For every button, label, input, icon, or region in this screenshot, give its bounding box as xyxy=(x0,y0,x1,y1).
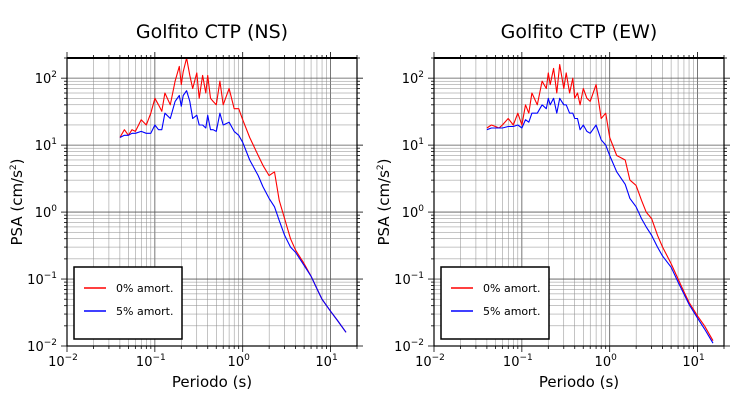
y-axis-label: PSA (cm/s2) xyxy=(8,158,26,245)
chart-title: Golfito CTP (NS) xyxy=(136,21,288,43)
x-tick-label: 100 xyxy=(595,353,618,370)
legend: 0% amort. 5% amort. xyxy=(440,266,550,340)
series-line-1 xyxy=(119,90,347,333)
x-tick-label: 10−1 xyxy=(136,353,166,370)
y-tick-label: 10−2 xyxy=(27,338,57,355)
legend: 0% amort. 5% amort. xyxy=(73,266,183,340)
x-tick-label: 101 xyxy=(315,353,337,370)
legend-label-0: 0% amort. xyxy=(116,282,173,295)
legend-box xyxy=(73,266,183,340)
y-tick-label: 100 xyxy=(35,204,58,221)
chart-panel-1: 10−2 10−1 100 101 10−2 10−1 100 101 102 Golfito C… xyxy=(375,21,730,391)
x-axis-label: Periodo (s) xyxy=(172,373,252,391)
y-axis-label: PSA (cm/s2) xyxy=(375,158,393,245)
series-line-0 xyxy=(486,63,714,341)
y-tick-label: 102 xyxy=(402,70,424,87)
legend-label-1: 5% amort. xyxy=(483,305,540,318)
y-tick-label: 100 xyxy=(402,204,425,221)
chart-title: Golfito CTP (EW) xyxy=(501,21,658,43)
y-tick-label: 10−2 xyxy=(394,338,424,355)
chart-panel-0: 10−2 10−1 100 101 10−2 10−1 100 101 102 Golfito C… xyxy=(8,21,363,391)
x-axis-label: Periodo (s) xyxy=(539,373,619,391)
y-tick-label: 101 xyxy=(35,137,57,154)
series-line-0 xyxy=(119,57,347,333)
legend-label-0: 0% amort. xyxy=(483,282,540,295)
x-tick-label: 101 xyxy=(682,353,704,370)
legend-box xyxy=(440,266,550,340)
y-tick-label: 101 xyxy=(402,137,424,154)
y-tick-label: 10−1 xyxy=(27,271,57,288)
series-line-1 xyxy=(486,97,714,344)
x-tick-label: 10−2 xyxy=(415,353,445,370)
x-tick-label: 10−2 xyxy=(48,353,78,370)
legend-label-1: 5% amort. xyxy=(116,305,173,318)
x-tick-label: 100 xyxy=(228,353,251,370)
y-tick-label: 10−1 xyxy=(394,271,424,288)
x-tick-label: 10−1 xyxy=(503,353,533,370)
y-tick-label: 102 xyxy=(35,70,57,87)
